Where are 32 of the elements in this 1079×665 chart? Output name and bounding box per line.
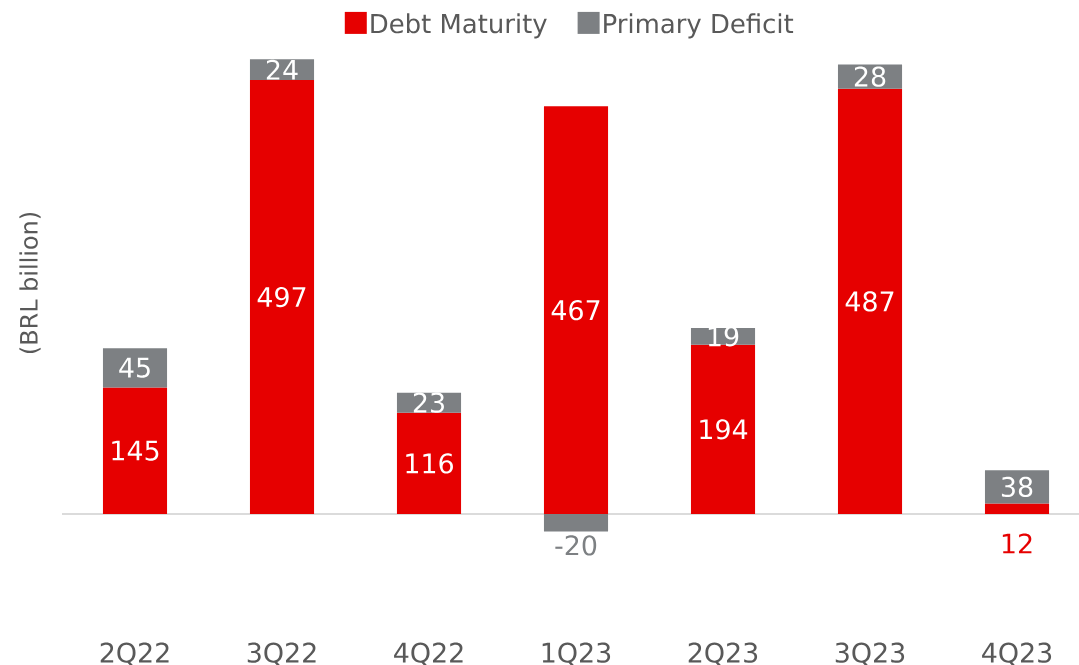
data-label: 12 <box>1002 533 1032 554</box>
data-label: 145 <box>112 440 159 461</box>
y-axis-title: (BRL billion) <box>19 212 41 354</box>
bar <box>984 470 1050 504</box>
data-label: 24 <box>266 59 298 80</box>
x-tick-label: 2Q22 <box>100 642 169 665</box>
data-label: 23 <box>413 392 444 413</box>
data-label: 28 <box>854 66 886 87</box>
x-tick-label: 3Q23 <box>835 642 905 665</box>
data-label: -20 <box>555 535 597 556</box>
data-label: 487 <box>845 291 894 312</box>
x-tick-label: 1Q23 <box>542 642 611 665</box>
data-label: 45 <box>119 357 150 378</box>
x-tick-label: 4Q23 <box>982 642 1052 665</box>
bar <box>543 514 609 532</box>
legend-label: Debt Maturity <box>371 13 547 39</box>
data-label: 116 <box>406 453 453 474</box>
bar <box>102 348 168 388</box>
bar <box>837 88 903 514</box>
legend-label: Primary Deficit <box>604 13 794 39</box>
bar <box>249 80 315 514</box>
x-tick-label: 4Q22 <box>394 642 463 665</box>
x-tick-label: 3Q22 <box>247 642 316 665</box>
data-label: 497 <box>257 286 306 308</box>
bar <box>396 412 462 514</box>
data-label: 194 <box>700 419 748 440</box>
x-tick-label: 2Q23 <box>688 642 758 665</box>
bar <box>984 503 1050 514</box>
bar <box>102 387 168 514</box>
data-label: 467 <box>551 299 600 321</box>
data-label: 38 <box>1001 476 1033 498</box>
bar <box>543 106 609 514</box>
